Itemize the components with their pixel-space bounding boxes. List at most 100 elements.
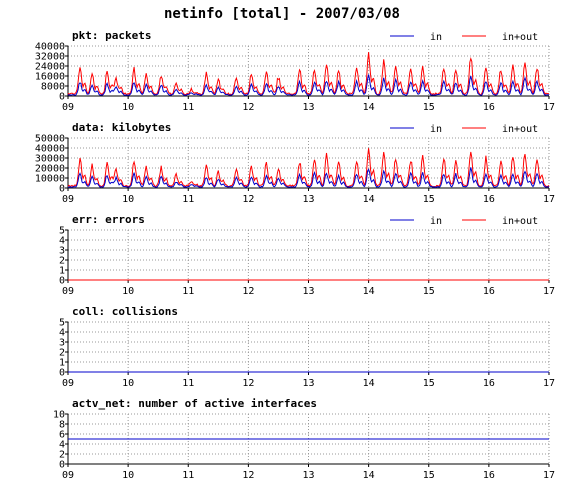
- x-tick-label: 11: [182, 194, 194, 205]
- y-tick-label: 0: [59, 460, 65, 471]
- y-tick-label: 10: [53, 410, 65, 421]
- x-tick-label: 17: [543, 194, 555, 205]
- x-tick-label: 10: [122, 378, 134, 389]
- x-tick-label: 10: [122, 102, 134, 113]
- y-tick-label: 3: [59, 338, 65, 349]
- x-tick-label: 12: [242, 102, 254, 113]
- x-tick-label: 16: [483, 102, 495, 113]
- y-tick-label: 16000: [35, 72, 65, 83]
- x-tick-label: 13: [302, 102, 314, 113]
- y-tick-label: 0: [59, 92, 65, 103]
- x-tick-label: 15: [423, 194, 435, 205]
- x-tick-label: 12: [242, 286, 254, 297]
- x-tick-label: 14: [363, 378, 375, 389]
- y-tick-label: 4: [59, 236, 65, 247]
- x-tick-label: 17: [543, 470, 555, 481]
- y-tick-label: 40000: [35, 42, 65, 53]
- x-tick-label: 16: [483, 378, 495, 389]
- legend: in in+out: [390, 216, 538, 227]
- x-tick-label: 13: [302, 194, 314, 205]
- y-tick-label: 30000: [35, 154, 65, 165]
- chart-title: err: errors: [72, 213, 145, 226]
- x-tick-label: 13: [302, 286, 314, 297]
- legend-label: in: [430, 32, 442, 43]
- x-tick-label: 14: [363, 286, 375, 297]
- legend: in in+out: [390, 32, 538, 43]
- x-tick-label: 15: [423, 470, 435, 481]
- x-tick-label: 10: [122, 286, 134, 297]
- legend-label: in+out: [502, 216, 538, 227]
- y-tick-label: 0: [59, 184, 65, 195]
- x-tick-label: 11: [182, 378, 194, 389]
- x-tick-label: 15: [423, 378, 435, 389]
- y-tick-label: 40000: [35, 144, 65, 155]
- x-tick-label: 13: [302, 378, 314, 389]
- y-tick-label: 32000: [35, 52, 65, 63]
- legend-label: in: [430, 124, 442, 135]
- series-line-in: [67, 167, 550, 188]
- y-tick-label: 5: [59, 226, 65, 237]
- chart-title: data: kilobytes: [72, 121, 171, 134]
- x-tick-label: 15: [423, 102, 435, 113]
- y-tick-label: 24000: [35, 62, 65, 73]
- x-tick-label: 09: [62, 102, 74, 113]
- x-tick-label: 17: [543, 286, 555, 297]
- x-tick-label: 14: [363, 194, 375, 205]
- x-tick-label: 16: [483, 286, 495, 297]
- y-tick-label: 4: [59, 440, 65, 451]
- x-tick-label: 17: [543, 102, 555, 113]
- legend: in in+out: [390, 124, 538, 135]
- y-tick-label: 4: [59, 328, 65, 339]
- x-tick-label: 12: [242, 470, 254, 481]
- x-tick-label: 10: [122, 194, 134, 205]
- x-tick-label: 09: [62, 194, 74, 205]
- y-tick-label: 6: [59, 430, 65, 441]
- y-tick-label: 0: [59, 276, 65, 287]
- legend-label: in+out: [502, 124, 538, 135]
- y-tick-label: 8: [59, 420, 65, 431]
- x-tick-label: 09: [62, 378, 74, 389]
- y-tick-label: 1: [59, 358, 65, 369]
- x-tick-label: 15: [423, 286, 435, 297]
- series-line-inout: [67, 52, 550, 96]
- y-tick-label: 3: [59, 246, 65, 257]
- x-tick-label: 16: [483, 194, 495, 205]
- x-tick-label: 09: [62, 470, 74, 481]
- chart-title: pkt: packets: [72, 29, 151, 42]
- y-tick-label: 8000: [41, 82, 65, 93]
- chart-title: coll: collisions: [72, 305, 178, 318]
- y-tick-label: 20000: [35, 164, 65, 175]
- chart-4: actv_net: number of active interfaces 024…: [53, 397, 555, 481]
- x-tick-label: 16: [483, 470, 495, 481]
- x-tick-label: 12: [242, 378, 254, 389]
- x-tick-label: 14: [363, 470, 375, 481]
- y-tick-label: 2: [59, 256, 65, 267]
- legend-label: in+out: [502, 32, 538, 43]
- x-tick-label: 13: [302, 470, 314, 481]
- x-tick-label: 14: [363, 102, 375, 113]
- chart-1: data: kilobytes in in+out 01000020000300004…: [35, 121, 555, 205]
- chart-title: actv_net: number of active interfaces: [72, 397, 317, 410]
- y-tick-label: 10000: [35, 174, 65, 185]
- y-tick-label: 5: [59, 318, 65, 329]
- y-tick-label: 2: [59, 450, 65, 461]
- series-line-inout: [67, 148, 550, 188]
- x-tick-label: 10: [122, 470, 134, 481]
- x-tick-label: 11: [182, 286, 194, 297]
- main-title: netinfo [total] - 2007/03/08: [163, 6, 400, 22]
- x-tick-label: 11: [182, 102, 194, 113]
- x-tick-label: 09: [62, 286, 74, 297]
- y-tick-label: 0: [59, 368, 65, 379]
- y-tick-label: 50000: [35, 134, 65, 145]
- chart-0: pkt: packets in in+out 08000160002400032000…: [35, 29, 555, 113]
- legend-label: in: [430, 216, 442, 227]
- y-tick-label: 1: [59, 266, 65, 277]
- y-tick-label: 2: [59, 348, 65, 359]
- series-line-in: [67, 74, 549, 96]
- x-tick-label: 11: [182, 470, 194, 481]
- x-tick-label: 17: [543, 378, 555, 389]
- x-tick-label: 12: [242, 194, 254, 205]
